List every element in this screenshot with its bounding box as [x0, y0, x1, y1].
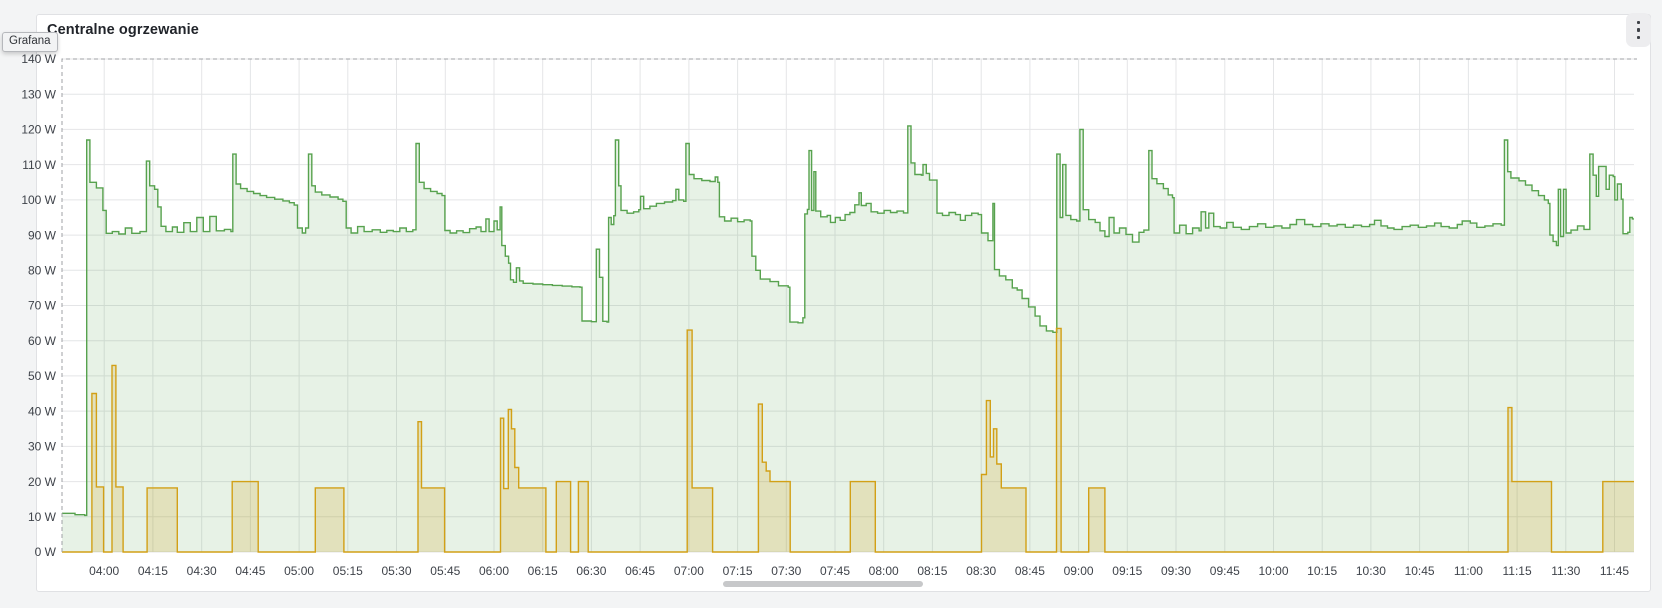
x-axis-label: 11:30: [1551, 564, 1580, 578]
kebab-menu-icon: [1636, 20, 1641, 40]
x-axis-label: 05:30: [381, 564, 411, 578]
y-axis-label: 20 W: [28, 475, 57, 489]
series-green-fill: [62, 125, 1634, 553]
x-axis-label: 07:15: [723, 564, 753, 578]
y-axis-label: 10 W: [28, 510, 57, 524]
x-axis-label: 04:30: [187, 564, 217, 578]
x-axis-label: 08:15: [917, 564, 947, 578]
x-axis-label: 09:00: [1064, 564, 1094, 578]
y-axis-label: 110 W: [22, 158, 56, 172]
y-axis-label: 130 W: [21, 87, 56, 101]
horizontal-scrollbar-thumb[interactable]: [723, 581, 923, 587]
x-axis-label: 05:45: [430, 564, 460, 578]
grafana-tooltip: Grafana: [2, 32, 58, 52]
plot-dashed-border: [61, 58, 1637, 552]
y-axis-label: 80 W: [28, 264, 57, 278]
x-axis-label: 04:00: [89, 564, 119, 578]
x-axis-label: 10:15: [1307, 564, 1337, 578]
x-axis-label: 09:15: [1112, 564, 1142, 578]
x-axis-label: 06:45: [625, 564, 655, 578]
x-axis-label: 05:00: [284, 564, 314, 578]
x-axis-label: 05:15: [333, 564, 363, 578]
x-axis-label: 07:30: [771, 564, 801, 578]
series-yellow-line: [62, 327, 1634, 553]
panel-title[interactable]: Centralne ogrzewanie: [47, 22, 199, 38]
y-axis-label: 100 W: [21, 193, 56, 207]
x-axis-label: 06:30: [576, 564, 606, 578]
x-axis-label: 10:00: [1258, 564, 1288, 578]
x-axis-label: 04:15: [138, 564, 168, 578]
x-axis-label: 10:30: [1356, 564, 1386, 578]
x-axis-label: 08:00: [869, 564, 899, 578]
panel-menu-button[interactable]: [1626, 13, 1651, 47]
y-axis-label: 30 W: [28, 440, 57, 454]
series-green-line: [62, 125, 1634, 517]
grafana-panel: [36, 14, 1651, 592]
x-axis-label: 11:45: [1600, 564, 1629, 578]
x-axis-label: 11:15: [1503, 564, 1532, 578]
x-axis-label: 07:00: [674, 564, 704, 578]
x-axis-label: 09:30: [1161, 564, 1191, 578]
x-axis-label: 06:00: [479, 564, 509, 578]
x-axis-label: 11:00: [1454, 564, 1483, 578]
y-axis-label: 0 W: [35, 545, 57, 559]
y-axis-label: 140 W: [21, 52, 56, 66]
x-axis-label: 10:45: [1405, 564, 1435, 578]
y-axis-label: 50 W: [28, 369, 57, 383]
y-axis-label: 60 W: [28, 334, 57, 348]
y-axis-label: 40 W: [28, 404, 57, 418]
x-axis-label: 07:45: [820, 564, 850, 578]
x-axis-label: 04:45: [235, 564, 265, 578]
x-axis-label: 08:45: [1015, 564, 1045, 578]
x-axis-label: 08:30: [966, 564, 996, 578]
y-axis-label: 70 W: [28, 299, 57, 313]
x-axis-label: 06:15: [528, 564, 558, 578]
y-axis-label: 120 W: [21, 123, 56, 137]
y-axis-label: 90 W: [28, 228, 57, 242]
x-axis-label: 09:45: [1210, 564, 1240, 578]
